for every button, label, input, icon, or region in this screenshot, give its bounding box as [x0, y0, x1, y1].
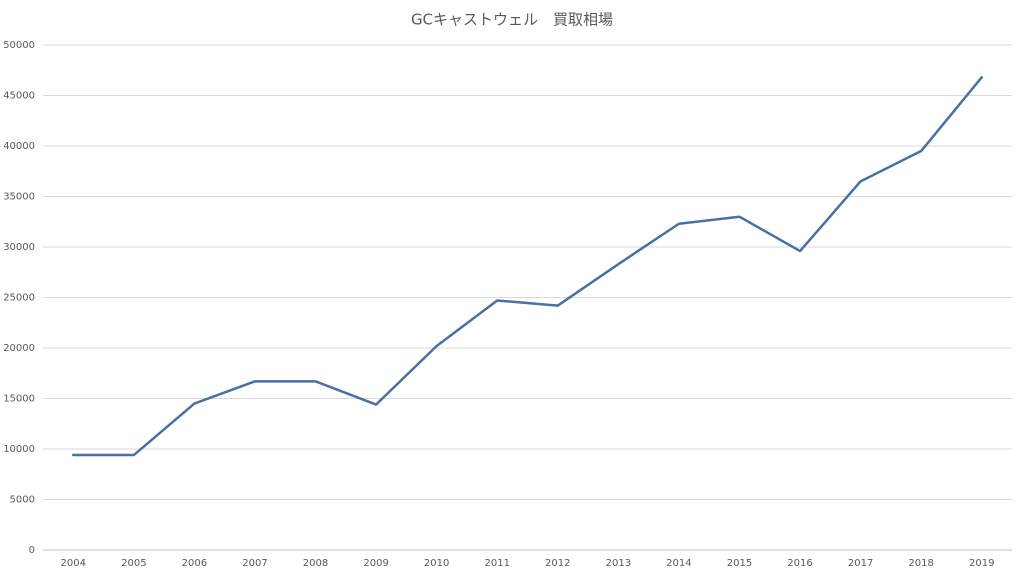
x-tick-label: 2009 — [363, 558, 388, 569]
x-tick-label: 2017 — [848, 558, 873, 569]
y-tick-label: 20000 — [3, 343, 35, 354]
x-tick-label: 2011 — [484, 558, 509, 569]
y-tick-label: 25000 — [3, 293, 35, 304]
x-tick-label: 2013 — [606, 558, 631, 569]
x-tick-label: 2018 — [908, 558, 933, 569]
x-tick-label: 2008 — [303, 558, 328, 569]
y-tick-label: 45000 — [3, 91, 35, 102]
x-tick-label: 2016 — [787, 558, 812, 569]
x-tick-label: 2010 — [424, 558, 449, 569]
x-tick-label: 2012 — [545, 558, 570, 569]
x-tick-label: 2004 — [61, 558, 86, 569]
x-tick-label: 2014 — [666, 558, 691, 569]
x-tick-label: 2019 — [969, 558, 994, 569]
x-tick-label: 2006 — [182, 558, 207, 569]
y-tick-label: 15000 — [3, 394, 35, 405]
y-tick-label: 35000 — [3, 192, 35, 203]
chart-title: GCキャストウェル 買取相場 — [411, 11, 613, 29]
y-tick-label: 5000 — [10, 495, 35, 506]
x-tick-label: 2007 — [242, 558, 267, 569]
y-tick-label: 0 — [29, 545, 35, 556]
x-tick-label: 2005 — [121, 558, 146, 569]
data-line — [72, 76, 983, 457]
y-tick-label: 10000 — [3, 444, 35, 455]
y-tick-label: 30000 — [3, 242, 35, 253]
y-tick-label: 40000 — [3, 141, 35, 152]
y-tick-label: 50000 — [3, 40, 35, 51]
x-tick-label: 2015 — [727, 558, 752, 569]
